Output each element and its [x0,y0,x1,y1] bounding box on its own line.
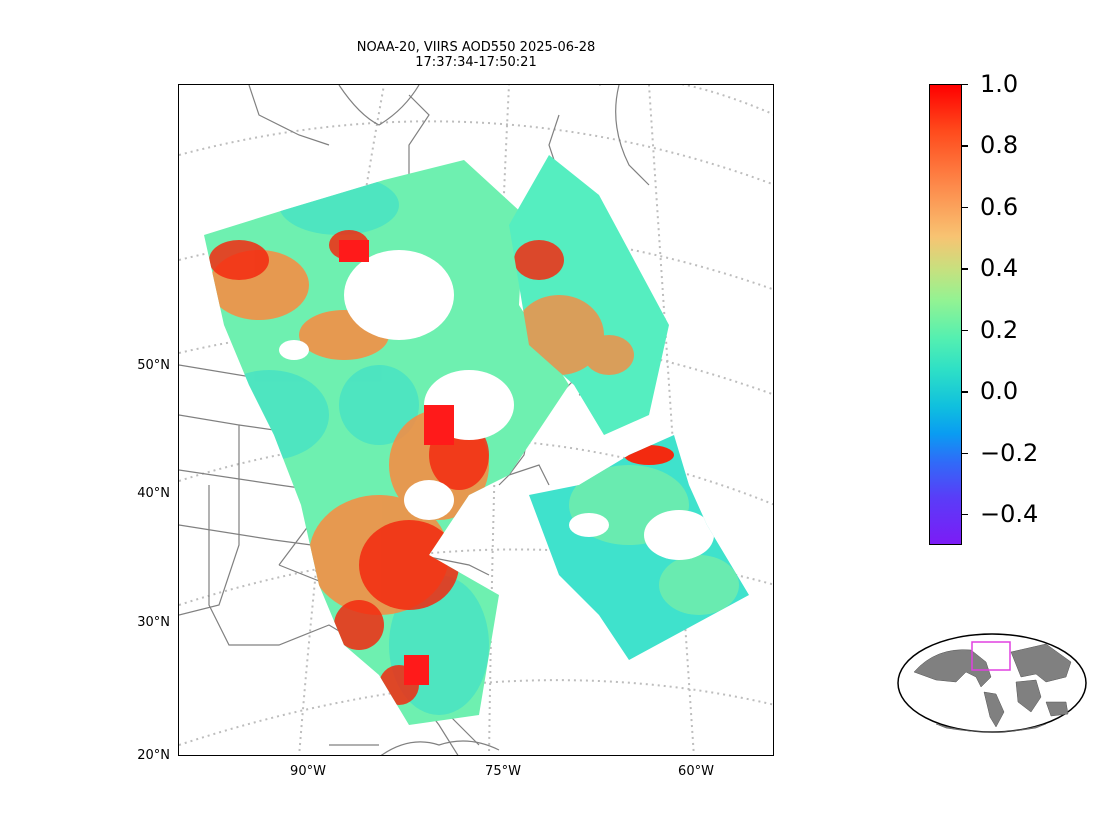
colorbar-tick [962,452,968,454]
lon-label-90w: 90°W [290,764,326,779]
colorbar-tick [962,268,968,270]
title-line-2: 17:37:34-17:50:21 [415,55,537,70]
colorbar-tick-label: 1.0 [980,70,1019,98]
colorbar-tick-label: −0.4 [980,500,1039,529]
colorbar [929,84,962,545]
lon-label-75w: 75°W [485,764,521,779]
lon-label-60w: 60°W [678,764,714,779]
colorbar-tick-label: 0.4 [980,254,1019,283]
figure-title: NOAA-20, VIIRS AOD550 2025-06-28 17:37:3… [276,40,676,70]
colorbar-tick-label: 0.8 [980,131,1019,160]
lat-label-20n: 20°N [137,748,170,763]
colorbar-tick [962,329,968,332]
colorbar-tick [962,145,968,147]
aod-swath-west [204,160,569,725]
colorbar-tick-label: 0.6 [980,192,1019,221]
colorbar-tick [962,391,968,393]
inset-globe [897,633,1087,733]
lat-label-30n: 30°N [137,615,170,630]
inset-region-box [971,641,1011,671]
colorbar-tick-label: 0.0 [980,377,1019,406]
colorbar-tick-label: −0.2 [980,438,1039,467]
colorbar-tick [962,84,968,86]
lat-label-40n: 40°N [137,486,170,501]
colorbar-tick [962,514,968,516]
lat-label-50n: 50°N [137,358,170,373]
title-line-1: NOAA-20, VIIRS AOD550 2025-06-28 [356,40,596,55]
map-panel[interactable] [178,84,774,756]
colorbar-tick [962,206,968,209]
map-svg [179,85,773,755]
colorbar-tick-label: 0.2 [980,315,1019,344]
